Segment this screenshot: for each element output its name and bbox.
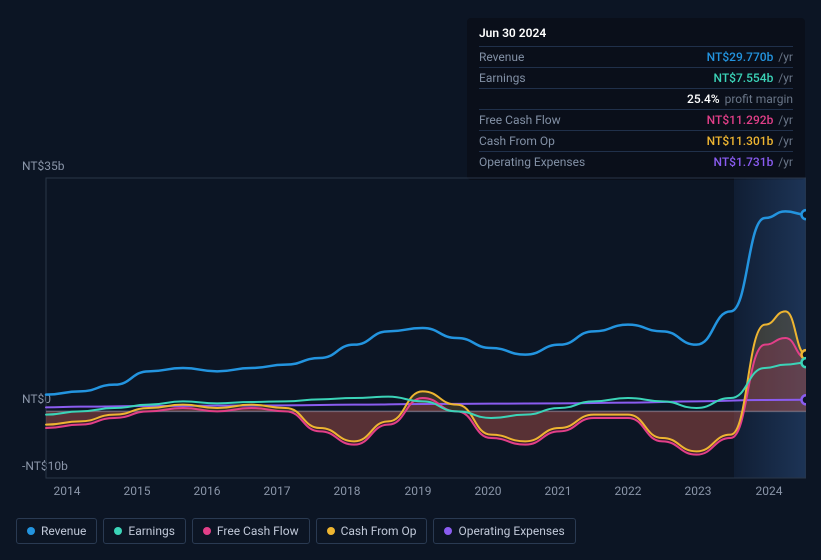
- tooltip-metric-label: Free Cash Flow: [479, 113, 561, 127]
- legend-item-operatingExpenses[interactable]: Operating Expenses: [433, 518, 575, 544]
- x-axis-tick-label: 2024: [756, 484, 783, 498]
- legend-label: Cash From Op: [341, 524, 417, 538]
- tooltip-metric-label: Cash From Op: [479, 134, 555, 148]
- tooltip-metric-value: NT$11.301b: [707, 134, 774, 148]
- legend-label: Revenue: [41, 524, 86, 538]
- legend-item-freeCashFlow[interactable]: Free Cash Flow: [192, 518, 310, 544]
- legend-label: Operating Expenses: [458, 524, 564, 538]
- x-axis-tick-label: 2017: [264, 484, 291, 498]
- tooltip-metric-label: Revenue: [479, 50, 524, 64]
- tooltip-row: Earnings NT$7.554b /yr: [479, 67, 793, 88]
- legend-label: Earnings: [128, 524, 175, 538]
- legend-swatch-icon: [203, 527, 211, 535]
- x-axis-tick-label: 2018: [334, 484, 361, 498]
- financials-chart[interactable]: [16, 160, 806, 480]
- x-axis-tick-label: 2023: [685, 484, 712, 498]
- chart-svg: [16, 160, 806, 480]
- tooltip-metric-value: 25.4%: [687, 92, 720, 106]
- tooltip-metric-value: NT$7.554b: [713, 71, 773, 85]
- x-axis-tick-label: 2014: [54, 484, 81, 498]
- x-axis-tick-label: 2015: [124, 484, 151, 498]
- tooltip-metric-value: NT$11.292b: [707, 113, 774, 127]
- legend-swatch-icon: [327, 527, 335, 535]
- chart-tooltip: Jun 30 2024 Revenue NT$29.770b /yr Earni…: [467, 18, 805, 180]
- tooltip-metric-unit: /yr: [775, 134, 793, 148]
- legend-item-revenue[interactable]: Revenue: [16, 518, 97, 544]
- legend-label: Free Cash Flow: [217, 524, 299, 538]
- x-axis-labels: 2014 2015 2016 2017 2018 2019 2020 2021 2022 2023…: [16, 484, 806, 504]
- x-axis-tick-label: 2019: [405, 484, 432, 498]
- legend-swatch-icon: [114, 527, 122, 535]
- x-axis-tick-label: 2020: [475, 484, 502, 498]
- x-axis-tick-label: 2021: [545, 484, 572, 498]
- x-axis-tick-label: 2022: [615, 484, 642, 498]
- chart-legend: Revenue Earnings Free Cash Flow Cash From O…: [16, 518, 576, 544]
- tooltip-metric-unit: /yr: [775, 113, 793, 127]
- tooltip-metric-unit: profit margin: [722, 92, 793, 106]
- legend-item-cashFromOp[interactable]: Cash From Op: [316, 518, 428, 544]
- tooltip-row: Cash From Op NT$11.301b /yr: [479, 130, 793, 151]
- tooltip-row: Free Cash Flow NT$11.292b /yr: [479, 109, 793, 130]
- tooltip-row: Revenue NT$29.770b /yr: [479, 46, 793, 67]
- tooltip-row: 25.4% profit margin: [479, 88, 793, 109]
- tooltip-date: Jun 30 2024: [479, 26, 793, 40]
- tooltip-metric-value: NT$29.770b: [707, 50, 774, 64]
- tooltip-metric-unit: /yr: [775, 50, 793, 64]
- legend-swatch-icon: [27, 527, 35, 535]
- tooltip-metric-label: Earnings: [479, 71, 526, 85]
- legend-item-earnings[interactable]: Earnings: [103, 518, 186, 544]
- legend-swatch-icon: [444, 527, 452, 535]
- x-axis-tick-label: 2016: [194, 484, 221, 498]
- tooltip-metric-unit: /yr: [775, 71, 793, 85]
